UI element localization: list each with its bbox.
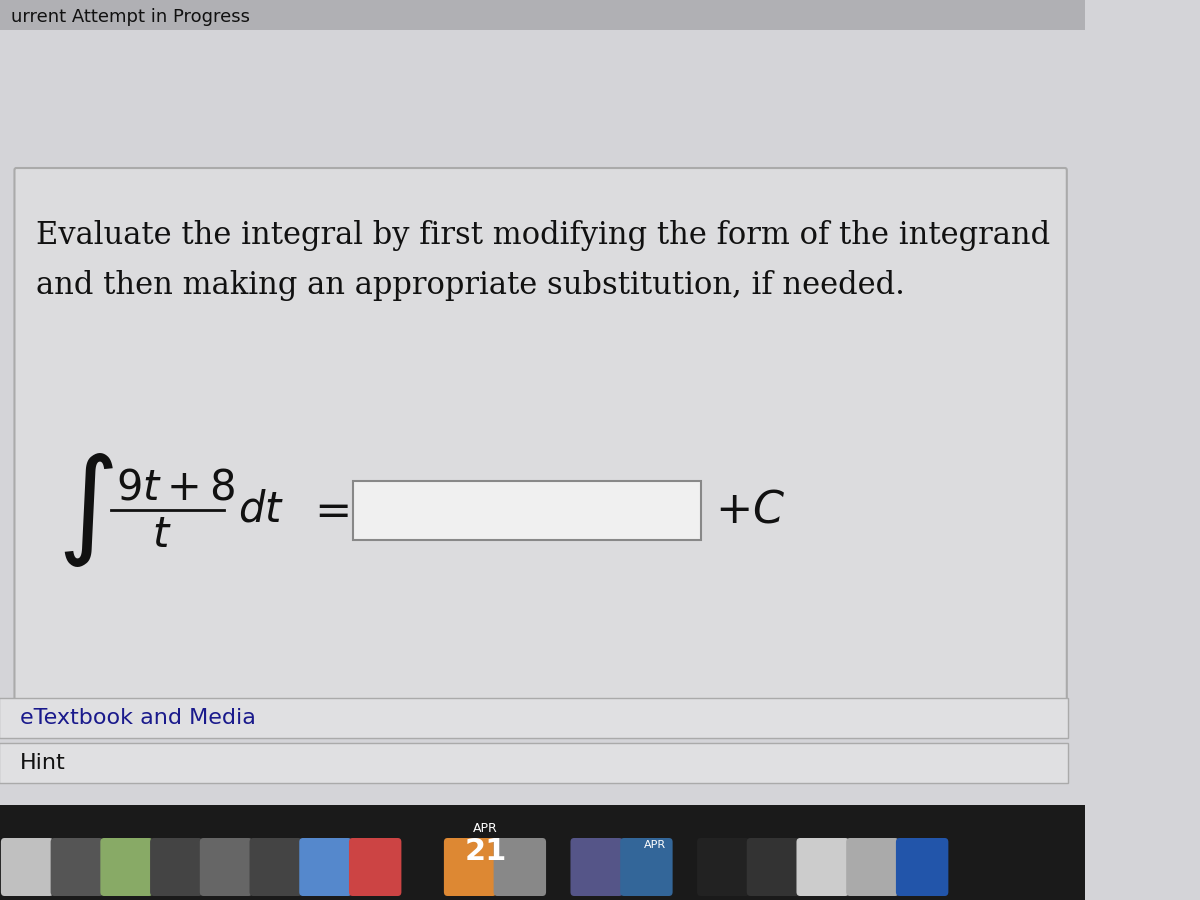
Text: APR: APR xyxy=(473,822,498,834)
FancyBboxPatch shape xyxy=(349,838,402,896)
FancyBboxPatch shape xyxy=(697,838,750,896)
Text: Evaluate the integral by first modifying the form of the integrand: Evaluate the integral by first modifying… xyxy=(36,220,1050,251)
FancyBboxPatch shape xyxy=(0,0,1085,30)
Text: $t$: $t$ xyxy=(152,514,172,556)
FancyBboxPatch shape xyxy=(299,838,352,896)
Text: $\int$: $\int$ xyxy=(56,451,114,569)
Text: 21: 21 xyxy=(464,838,506,867)
Text: and then making an appropriate substitution, if needed.: and then making an appropriate substitut… xyxy=(36,270,905,301)
FancyBboxPatch shape xyxy=(101,838,152,896)
FancyBboxPatch shape xyxy=(493,838,546,896)
FancyBboxPatch shape xyxy=(50,838,103,896)
FancyBboxPatch shape xyxy=(620,838,673,896)
Text: $+C$: $+C$ xyxy=(715,489,785,532)
FancyBboxPatch shape xyxy=(150,838,203,896)
Text: APR: APR xyxy=(644,840,666,850)
Text: $dt$: $dt$ xyxy=(238,489,283,531)
FancyBboxPatch shape xyxy=(746,838,799,896)
FancyBboxPatch shape xyxy=(354,481,701,539)
FancyBboxPatch shape xyxy=(0,805,1085,900)
FancyBboxPatch shape xyxy=(0,743,1068,783)
FancyBboxPatch shape xyxy=(444,838,497,896)
FancyBboxPatch shape xyxy=(0,698,1068,738)
Text: $9t + 8$: $9t + 8$ xyxy=(115,467,235,509)
FancyBboxPatch shape xyxy=(846,838,899,896)
FancyBboxPatch shape xyxy=(199,838,252,896)
FancyBboxPatch shape xyxy=(14,168,1067,702)
FancyBboxPatch shape xyxy=(1,838,53,896)
Text: $=$: $=$ xyxy=(306,489,349,532)
Text: urrent Attempt in Progress: urrent Attempt in Progress xyxy=(11,8,250,26)
FancyBboxPatch shape xyxy=(570,838,623,896)
FancyBboxPatch shape xyxy=(797,838,848,896)
FancyBboxPatch shape xyxy=(250,838,302,896)
FancyBboxPatch shape xyxy=(896,838,948,896)
Text: Hint: Hint xyxy=(20,753,66,773)
Text: eTextbook and Media: eTextbook and Media xyxy=(20,708,256,728)
